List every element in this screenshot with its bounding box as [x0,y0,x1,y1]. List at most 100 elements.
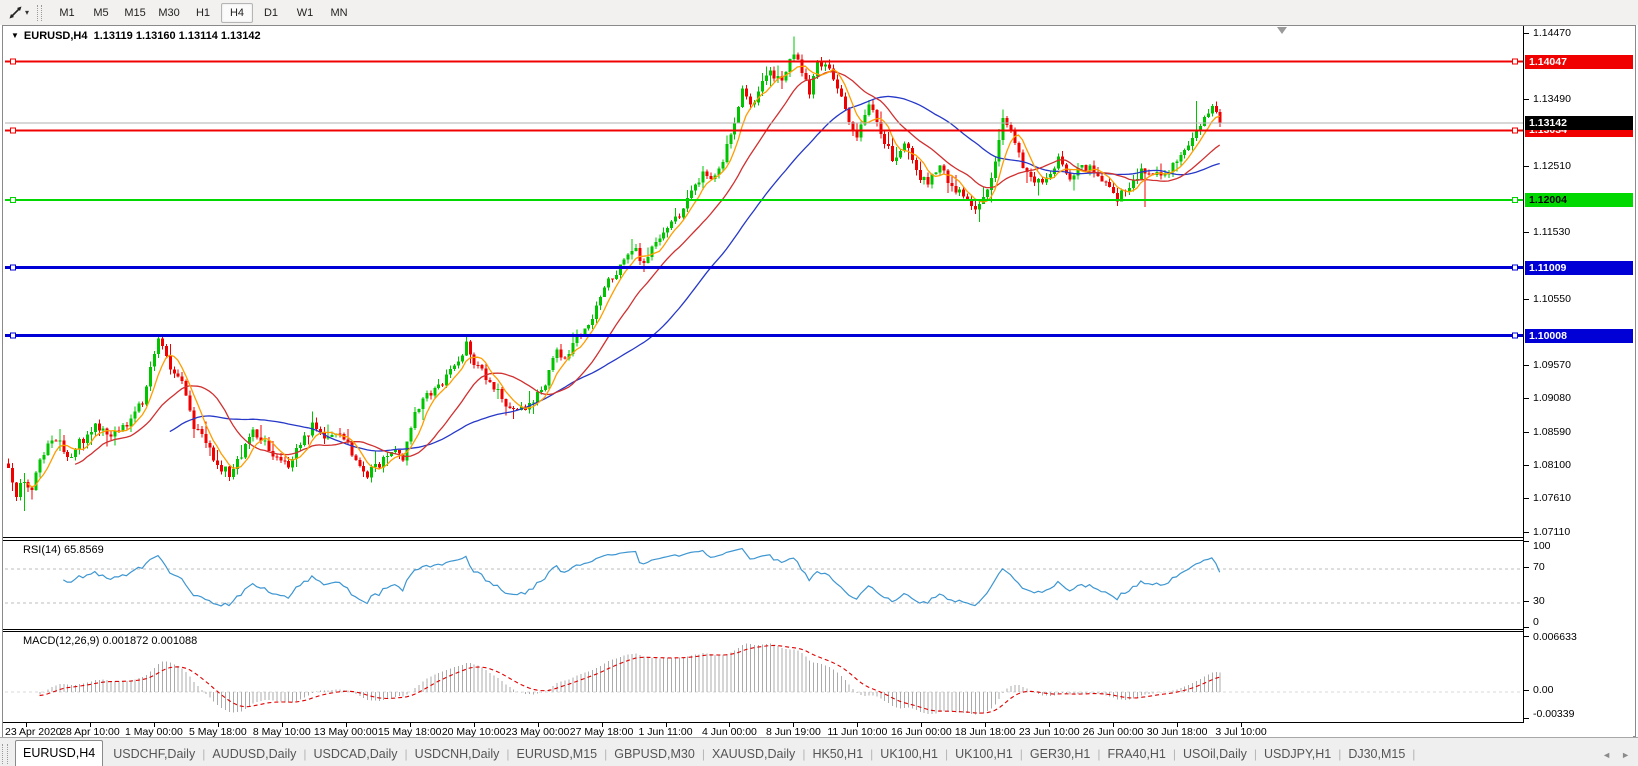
time-axis-label: 8 May 10:00 [252,726,311,738]
price-axis-label: 1.10550 [1533,292,1571,305]
timeframe-button-m5[interactable]: M5 [93,6,109,19]
toolbar-grip [37,4,43,21]
time-axis-tick [729,723,731,727]
chart-tab-usdcnh-daily[interactable]: USDCNH,Daily [414,747,500,761]
tab-scroll-arrows: ◄ ► [1602,750,1630,760]
price-axis-label: 1.12510 [1533,159,1571,172]
chart-shift-marker[interactable] [1277,27,1287,34]
time-axis-label: 18 Jun 18:00 [954,726,1016,738]
timeframe-button-w1[interactable]: W1 [296,6,314,19]
time-axis-tick [217,723,219,727]
macd-signal-line[interactable] [39,644,1220,714]
time-axis-label: 13 May 00:00 [313,726,378,738]
chart-tab-usdjpy-h1[interactable]: USDJPY,H1 [1264,747,1332,761]
rsi-axis-label: 30 [1533,595,1545,608]
time-axis-label: 15 May 18:00 [377,726,442,738]
cursor-tool-icon[interactable] [6,4,24,22]
symbol-dropdown-icon[interactable]: ▼ [11,31,19,40]
price-axis-tick [1524,99,1529,101]
time-axis-tick [345,723,347,727]
time-axis-tick [665,723,667,727]
time-axis-tick [89,723,91,727]
time-axis-label: 1 May 00:00 [124,726,183,738]
rsi-canvas[interactable] [5,542,1523,628]
rsi-axis-label: 100 [1533,540,1551,552]
chart-tabs: EURUSD,H4 USDCHF,Daily | AUDUSD,Daily | USDCA… [0,737,1638,766]
chart-tab-hk50-h1[interactable]: HK50,H1 [812,747,864,761]
time-axis-tick [1113,723,1115,727]
ma-line-42[interactable] [169,95,1220,452]
time-axis-tick [921,723,923,727]
toolbar-dropdown-caret[interactable]: ▾ [25,8,30,17]
chart-tab-uk100-h1[interactable]: UK100,H1 [955,747,1013,761]
macd-axis-tick [1524,717,1529,719]
timeframe-button-m15[interactable]: M15 [124,6,146,19]
chart-tab-uk100-h1[interactable]: UK100,H1 [880,747,938,761]
tab-separator: | [1097,747,1101,761]
chart-tab-eurusd-h4[interactable]: EURUSD,H4 [15,740,104,766]
time-axis-tick [1177,723,1179,727]
time-axis-tick [281,723,283,727]
rsi-line[interactable] [63,547,1221,607]
tab-separator: | [1253,747,1258,761]
main-chart-pane: ▼ EURUSD,H4 1.13119 1.13160 1.13114 1.131… [3,26,1633,538]
chart-tab-fra40-h1[interactable]: FRA40,H1 [1107,747,1166,761]
price-axis-label: 1.09570 [1533,359,1571,372]
macd-pane: MACD(12,26,9) 0.001872 0.001088 [3,631,1633,723]
price-axis-tick [1524,165,1529,167]
time-axis-tick [985,723,987,727]
rsi-pane: RSI(14) 65.8569 [3,540,1633,630]
time-axis-tick [1241,723,1243,727]
chart-tab-xauusd-daily[interactable]: XAUUSD,Daily [711,747,796,761]
timeframe-button-d1[interactable]: D1 [263,6,279,19]
time-axis-label: 23 May 00:00 [505,726,570,738]
chart-tab-gbpusd-m30[interactable]: GBPUSD,M30 [614,747,695,761]
chart-tab-audusd-daily[interactable]: AUDUSD,Daily [212,747,297,761]
tab-scroll-left-icon[interactable]: ◄ [1602,750,1612,760]
macd-canvas[interactable] [5,633,1523,721]
price-line-badge: 1.14047 [1525,54,1633,69]
chart-tab-usdchf-daily[interactable]: USDCHF,Daily [113,747,196,761]
tab-separator: | [870,747,874,761]
tab-scroll-right-icon[interactable]: ► [1621,750,1630,760]
price-chart-canvas[interactable] [5,26,1523,537]
price-axis-label: 1.08100 [1533,458,1571,471]
time-axis-tick [153,723,155,727]
time-axis-label: 27 May 18:00 [569,726,634,738]
chart-tab-usoil-daily[interactable]: USOil,Daily [1182,747,1247,761]
tab-separator: | [506,747,510,761]
tab-separator: | [944,747,949,761]
chart-tab-ger30-h1[interactable]: GER30,H1 [1029,747,1091,761]
macd-axis-label: 0.00 [1533,684,1554,696]
current-price-badge: 1.13142 [1525,116,1633,131]
price-axis-label: 1.11530 [1533,226,1571,239]
macd-axis-tick [1524,636,1529,637]
time-axis-tick [409,723,411,727]
time-axis-label: 23 Jun 10:00 [1018,726,1080,738]
price-axis-tick [1524,398,1529,400]
time-axis[interactable]: 23 Apr 2020 28 Apr 10:00 1 May 00:00 5 May … [3,723,1633,738]
time-axis-label: 23 Apr 2020 [5,726,62,738]
time-axis-label: 8 Jun 19:00 [765,726,821,738]
tab-separator: | [1338,747,1342,761]
rsi-axis-tick [1524,627,1529,628]
ma-line-18[interactable] [74,71,1221,465]
ma-line-6[interactable] [27,65,1220,488]
time-axis-label: 4 Jun 00:00 [701,726,757,738]
timeframe-button-m1[interactable]: M1 [59,6,75,19]
price-axis[interactable]: 1.14470 1.13490 1.12510 1.11530 1.10550 1.095… [1523,26,1634,723]
rsi-axis-label: 70 [1533,560,1545,573]
timeframe-button-h1[interactable]: H1 [195,6,211,19]
price-axis-tick [1524,298,1529,300]
timeframe-button-mn[interactable]: MN [330,6,348,19]
timeframe-button-m30[interactable]: M30 [158,6,180,19]
chart-tab-usdcad-daily[interactable]: USDCAD,Daily [313,747,398,761]
chart-title: ▼ EURUSD,H4 1.13119 1.13160 1.13114 1.131… [11,30,261,42]
time-axis-label: 16 Jun 00:00 [890,726,952,738]
time-axis-tick [1049,723,1051,727]
chart-tab-eurusd-m15[interactable]: EURUSD,M15 [516,747,598,761]
rsi-axis-label: 0 [1533,616,1539,628]
chart-tab-dj30-m15[interactable]: DJ30,M15 [1348,747,1406,761]
timeframe-button-h4[interactable]: H4 [221,2,254,23]
